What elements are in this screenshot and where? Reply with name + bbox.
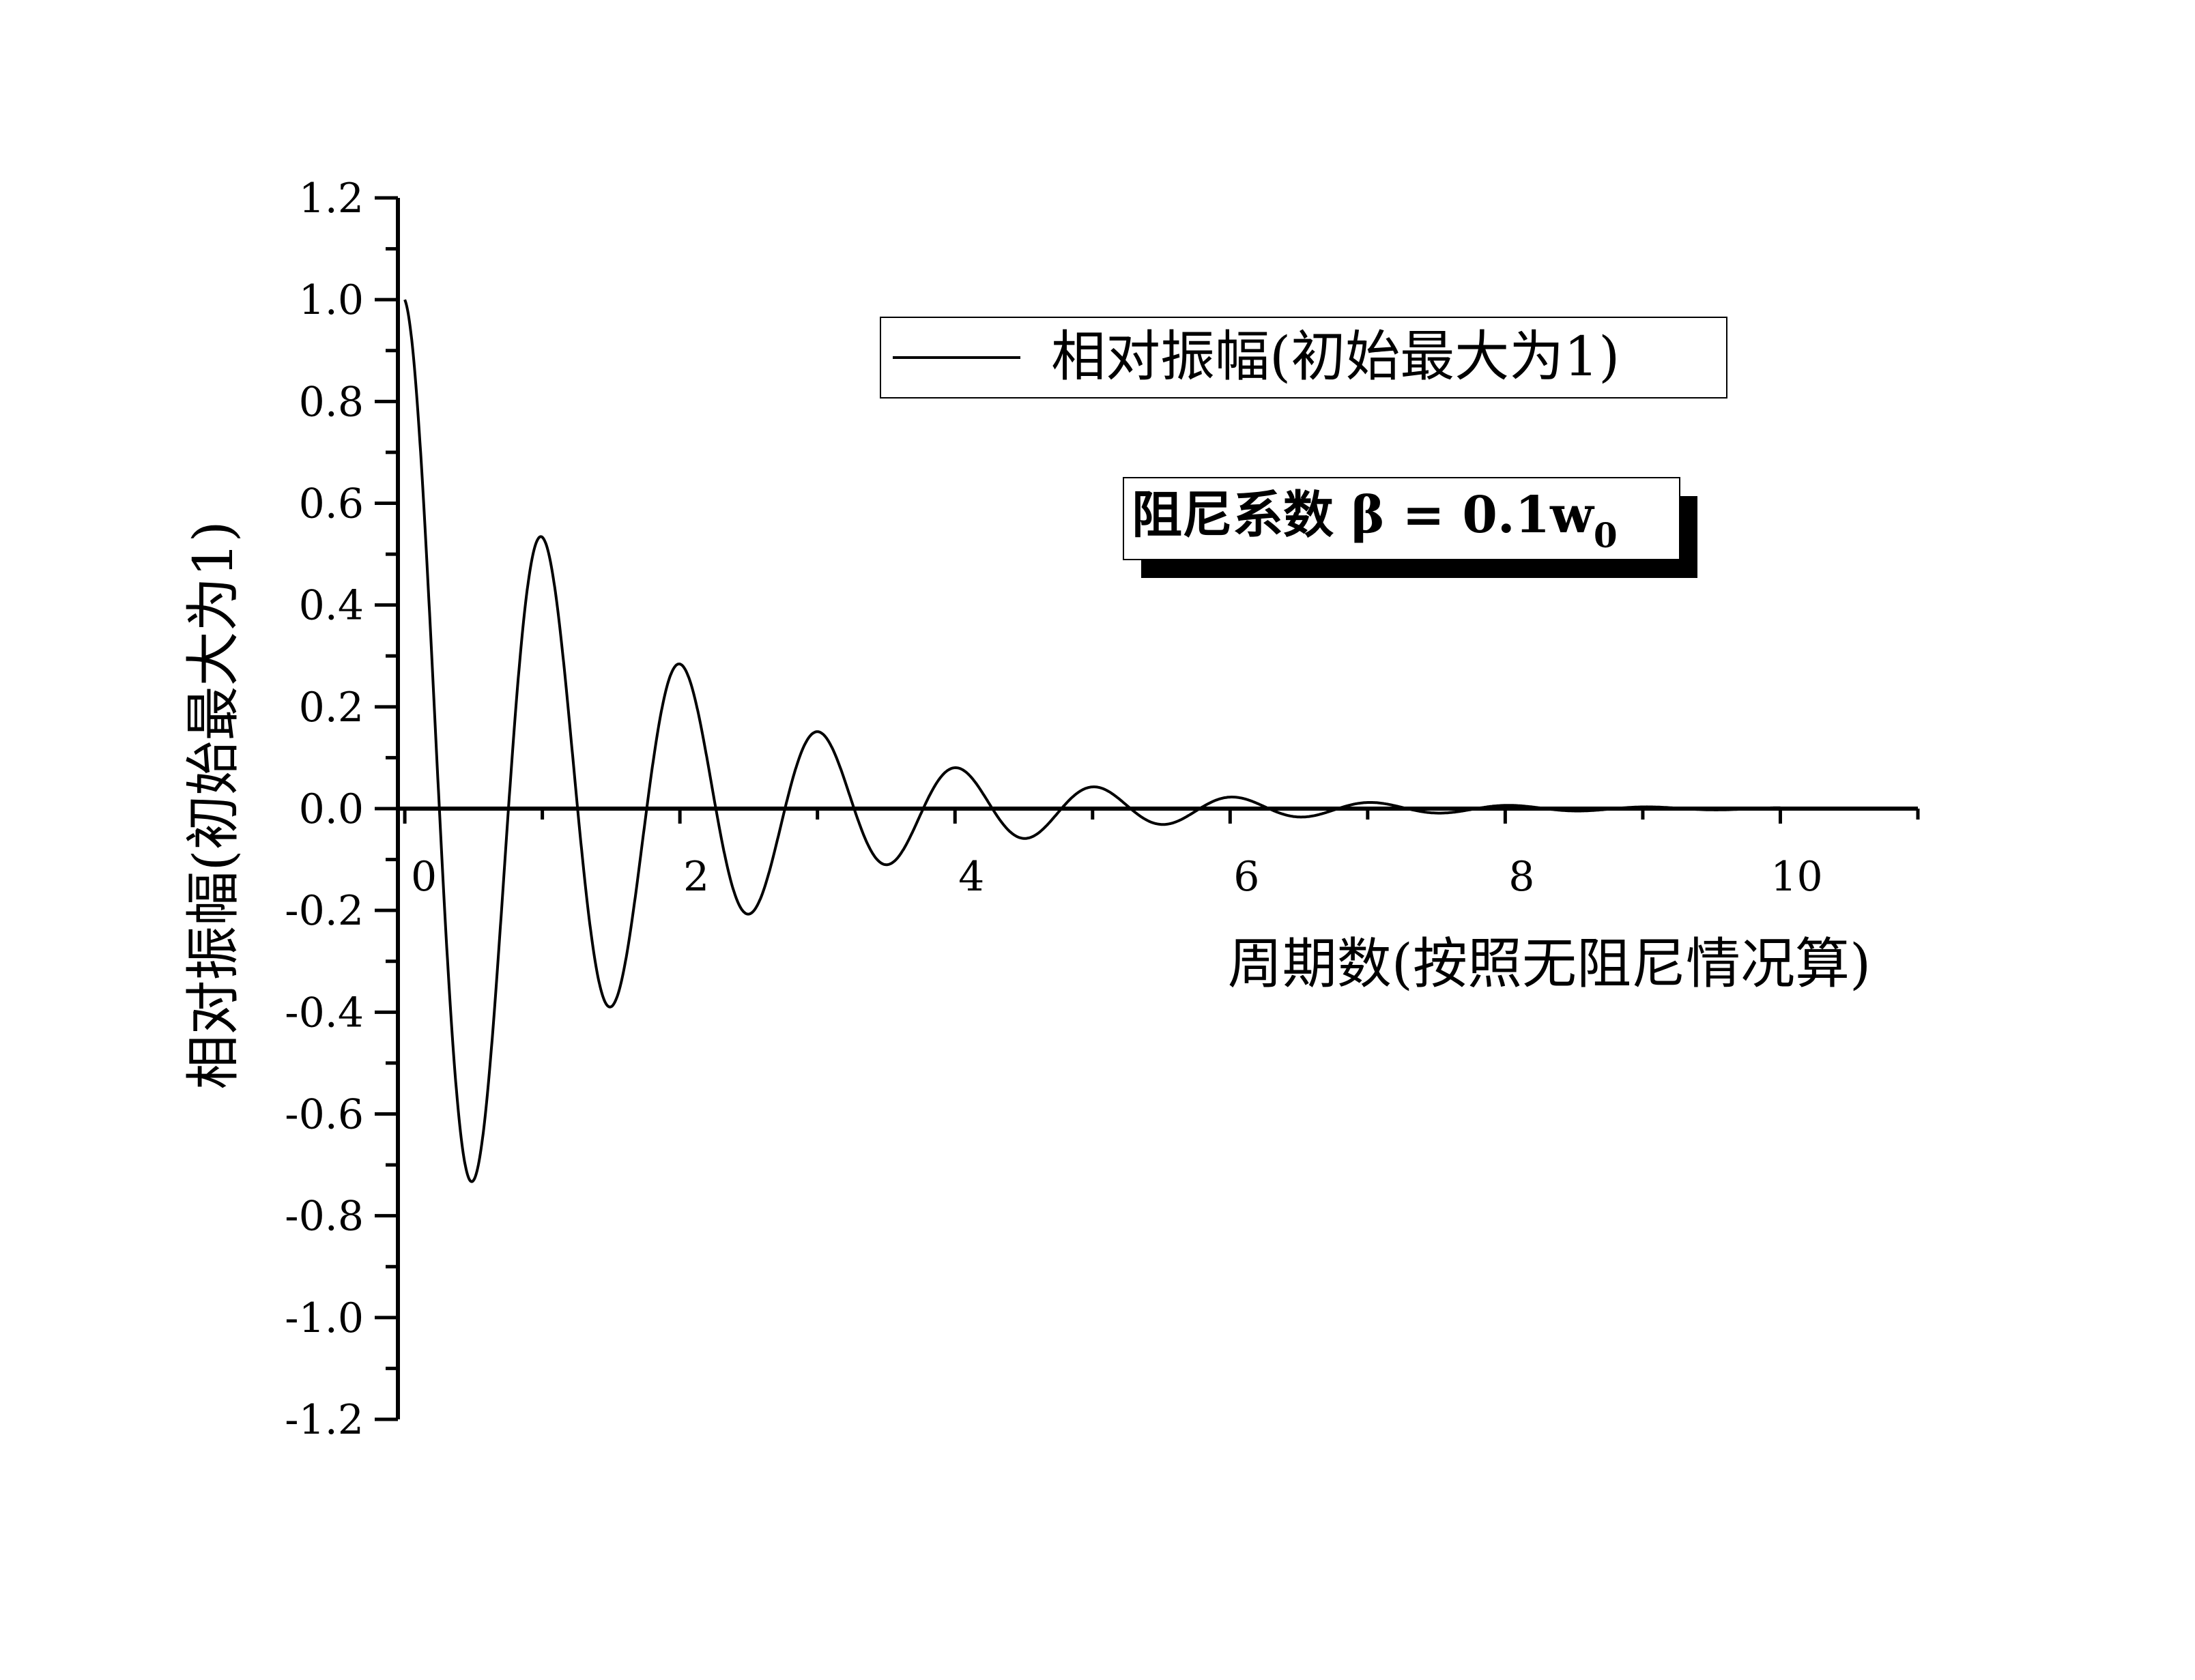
y-tick-label: 0.6	[299, 480, 364, 528]
y-axis-title: 相对振幅(初始最大为1)	[182, 521, 245, 1089]
damping-annotation: 阻尼系数 β = 0.1w0	[1123, 477, 1697, 578]
y-axis-ticks: -1.2 -1.0 -0.8 -0.6 -0.4 -0.2 0.0 0.2 0.4 0.6 0.8 1…	[285, 175, 398, 1444]
y-tick-label: 1.2	[299, 175, 364, 222]
legend: 相对振幅(初始最大为1)	[880, 317, 1727, 399]
x-axis-title: 周期数(按照无阻尼情况算)	[1228, 932, 1871, 996]
y-tick-label: 0.4	[299, 582, 364, 630]
legend-label: 相对振幅(初始最大为1)	[1051, 325, 1620, 388]
y-tick-label: 1.0	[299, 276, 364, 324]
y-tick-label: -0.2	[285, 887, 364, 935]
y-tick-label: 0.8	[299, 378, 364, 426]
y-tick-label: -0.8	[285, 1193, 364, 1241]
x-tick-label: 8	[1508, 853, 1534, 901]
x-tick-label: 4	[958, 853, 984, 901]
x-tick-label: 6	[1233, 853, 1259, 901]
y-tick-label: -0.6	[285, 1091, 364, 1139]
y-tick-label: 0.0	[299, 785, 364, 833]
y-tick-label: -1.0	[285, 1294, 364, 1342]
annotation-main: 阻尼系数 β = 0.1w	[1132, 486, 1595, 545]
series-line	[403, 299, 1781, 1183]
x-tick-label: 10	[1770, 853, 1822, 901]
annotation-text: 阻尼系数 β = 0.1w0	[1132, 486, 1618, 555]
x-tick-label: 0	[411, 853, 437, 901]
x-tick-label: 2	[683, 853, 709, 901]
y-tick-label: -1.2	[285, 1396, 364, 1444]
y-tick-label: -0.4	[285, 989, 364, 1037]
annotation-subscript: 0	[1594, 515, 1618, 555]
x-axis-ticks: 0 2 4 6 8 10	[403, 809, 1920, 901]
y-tick-label: 0.2	[299, 684, 364, 732]
legend-box	[880, 317, 1727, 399]
annotation-box	[1123, 477, 1680, 560]
